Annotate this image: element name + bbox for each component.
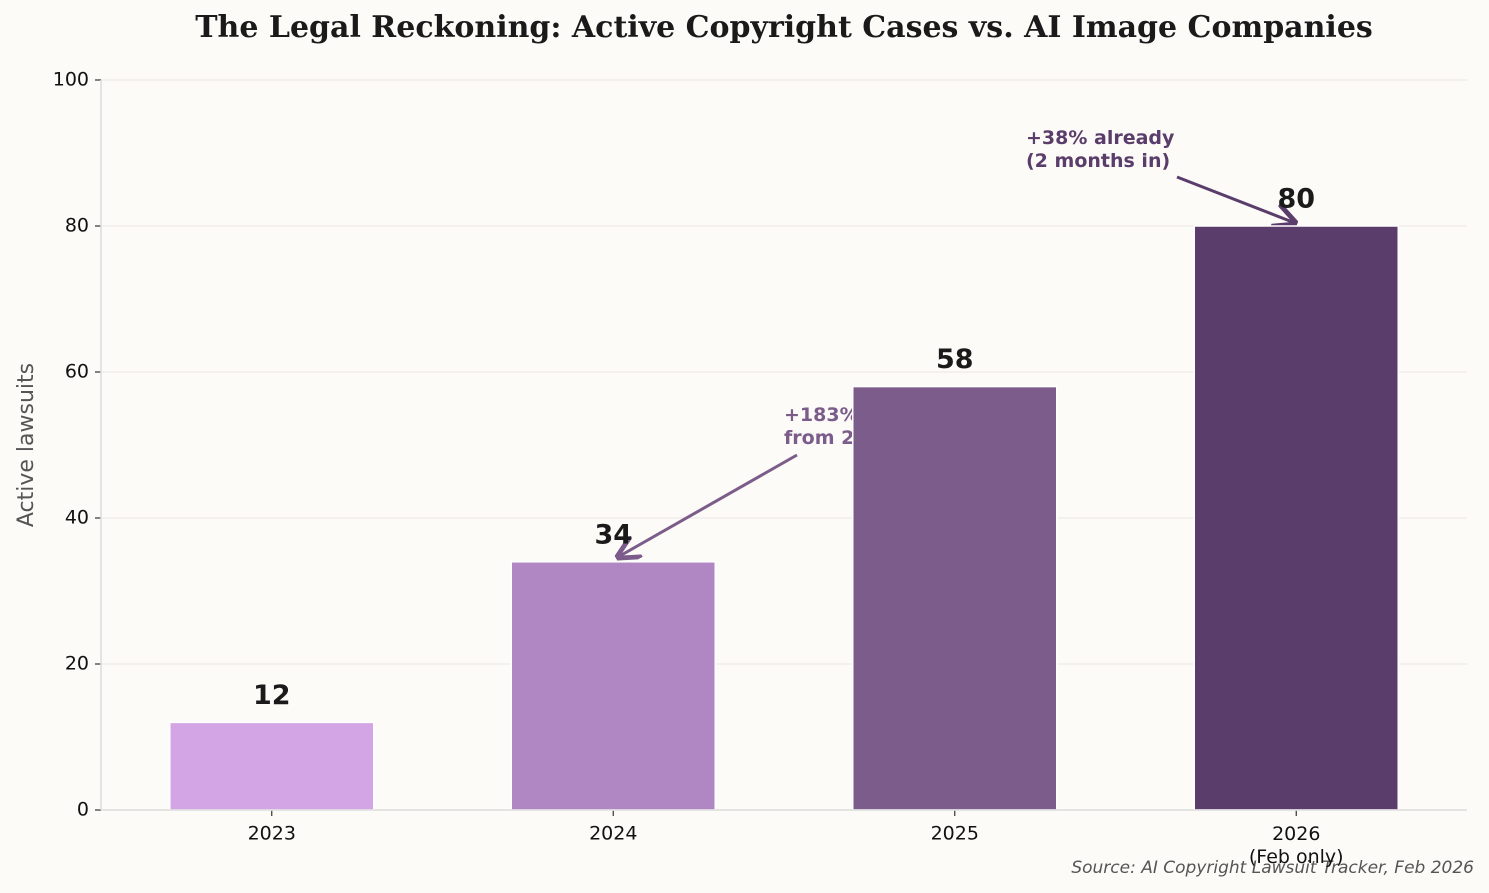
chart-title: The Legal Reckoning: Active Copyright Ca… bbox=[195, 10, 1373, 45]
annotation: +38% already (2 months in) bbox=[1026, 127, 1175, 172]
y-tick-label: 80 bbox=[65, 215, 89, 237]
bar bbox=[169, 721, 375, 811]
y-tick-label: 100 bbox=[53, 69, 89, 91]
bar bbox=[852, 385, 1058, 811]
source-note: Source: AI Copyright Lawsuit Tracker, Fe… bbox=[1071, 858, 1474, 878]
bar bbox=[510, 561, 716, 811]
bars: 2023 12 2024 34 2025 58 2026 (Feb only) 80 bbox=[169, 184, 1399, 868]
y-axis-label: Active lawsuits bbox=[14, 363, 39, 527]
y-tick-label: 20 bbox=[65, 653, 89, 675]
y-tick-label: 40 bbox=[65, 507, 89, 529]
value-label: 58 bbox=[936, 344, 974, 375]
annotation-arrow bbox=[618, 453, 798, 557]
annotation-arrow bbox=[1176, 175, 1295, 223]
x-tick-label: 2025 bbox=[931, 823, 979, 845]
value-label: 12 bbox=[253, 680, 291, 711]
bar bbox=[1193, 225, 1399, 811]
value-label: 80 bbox=[1277, 184, 1315, 215]
y-tick-label: 60 bbox=[65, 361, 89, 383]
value-label: 34 bbox=[594, 519, 632, 550]
annotations: +183% from 2023+38% already (2 months in) bbox=[618, 127, 1295, 558]
x-tick-label: 2024 bbox=[589, 823, 637, 845]
y-tick-label: 0 bbox=[77, 799, 89, 821]
x-tick-label: 2023 bbox=[248, 823, 296, 845]
x-tick-label: 2026 (Feb only) bbox=[1249, 823, 1344, 868]
